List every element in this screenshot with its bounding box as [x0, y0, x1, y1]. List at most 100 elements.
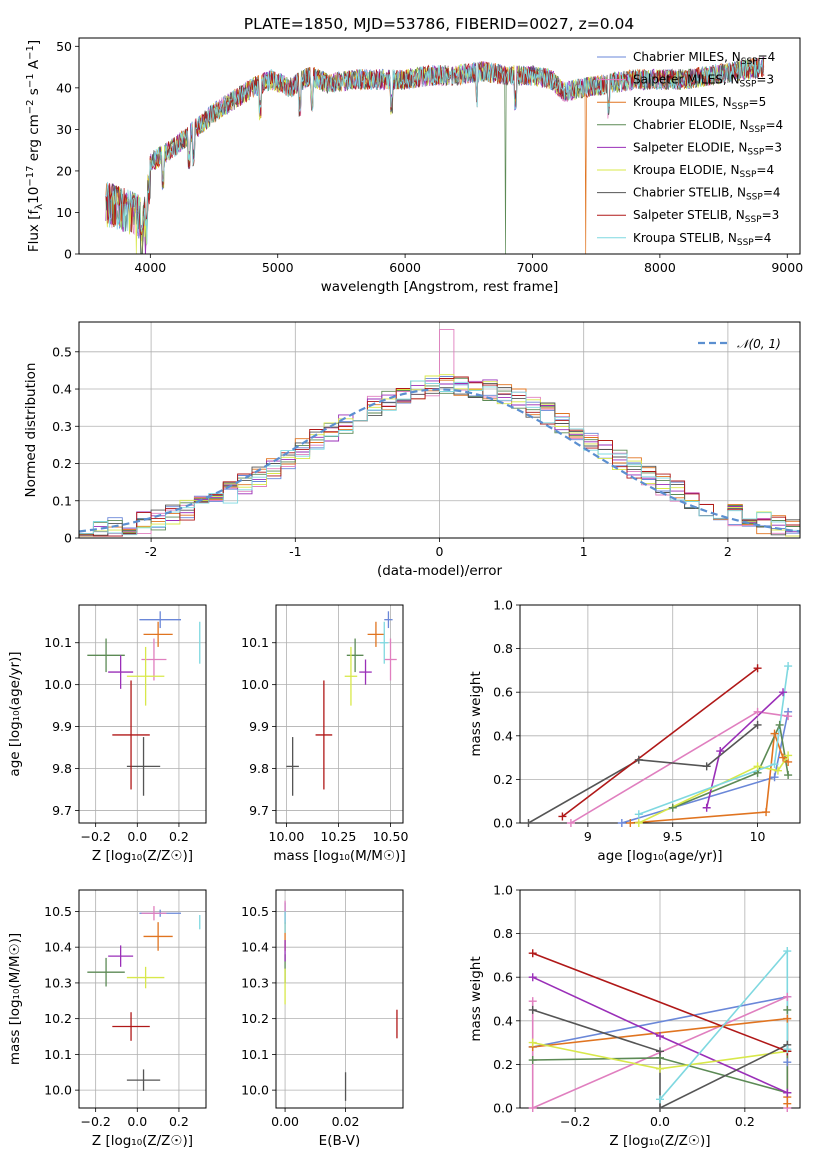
- mass_vs_Z-plot-area: [87, 906, 201, 1091]
- weight-marker-kroupa_elodie: [773, 766, 782, 775]
- weight-marker-salpeter_elodie: [528, 973, 537, 982]
- y-tick-label: 0.8: [493, 926, 513, 941]
- weight-marker-kroupa_miles: [762, 808, 771, 817]
- legend-n: =3: [756, 73, 774, 87]
- weight-marker-kroupa_elodie: [634, 819, 643, 827]
- mass_weight_vs_Z-y-label: mass weight: [468, 956, 484, 1041]
- y-tick-label: 9.9: [52, 719, 72, 734]
- mass_weight_vs_age-frame: [519, 604, 801, 824]
- weight-marker-kroupa_stelib: [783, 947, 792, 956]
- normal-curve: [79, 388, 800, 533]
- y-tick-label: 10.4: [44, 940, 72, 955]
- legend-name: Salpeter ELODIE, N: [633, 140, 747, 154]
- y-tick-label: 50: [56, 39, 72, 54]
- mass_weight_vs_age-plot-area: [528, 665, 789, 823]
- weight-marker-chabrier_elodie: [784, 771, 793, 780]
- age_vs_Z-frame: [78, 604, 207, 824]
- legend-entry: Salpeter ELODIE, NSSP=3: [633, 140, 782, 157]
- mass_vs_ebv-axes: 0.00 0.02 10.0 10.1 10.2 10.3 10.4 10.5 E(B-V): [241, 889, 404, 1149]
- weight-line-salpeter_stelib: [532, 952, 788, 1053]
- y-tick-label: 10.2: [241, 1011, 269, 1026]
- age_vs_Z-x-label: Z [log₁₀(Z/Z☉)]: [92, 848, 193, 864]
- weight-marker-kroupa_stelib: [770, 760, 779, 769]
- weight-marker-kroupa_miles: [783, 1099, 792, 1108]
- y-tick-label: 0.2: [493, 772, 513, 787]
- mass_vs_ebv-frame: [275, 889, 404, 1109]
- weight-marker-chabrier_elodie: [783, 1005, 792, 1014]
- age_vs_mass-axes: 10.00 10.25 10.50 9.7 9.8 9.9 10.0 10.1 mass [lo…: [241, 604, 408, 864]
- legend-sub: SSP: [740, 170, 757, 180]
- y-label-part: −1: [25, 45, 36, 60]
- legend-entry: Kroupa MILES, NSSP=5: [633, 95, 766, 112]
- weight-marker-salpeter_miles: [784, 712, 793, 721]
- legend-sub: SSP: [732, 102, 749, 112]
- weight-marker-chabrier_elodie: [668, 803, 677, 812]
- y-tick-label: 9.7: [249, 803, 269, 818]
- weight-marker-chabrier_miles: [770, 773, 779, 782]
- weight-marker-chabrier_stelib: [528, 1005, 537, 1014]
- weight-line-chabrier_stelib: [528, 724, 759, 823]
- y-tick-label: 0.3: [52, 419, 72, 434]
- legend-name: Chabrier ELODIE, N: [633, 118, 749, 132]
- legend-sub: SSP: [746, 193, 763, 203]
- x-tick-label: 0.2: [169, 829, 189, 844]
- weight-marker-kroupa_stelib: [784, 662, 793, 671]
- weight-marker-kroupa_elodie: [784, 751, 793, 760]
- weight-marker-salpeter_miles: [566, 819, 575, 827]
- y-tick-label: 10.1: [241, 1047, 269, 1062]
- y-tick-label: 10.1: [44, 1047, 72, 1062]
- legend-entry: Kroupa ELODIE, NSSP=4: [633, 163, 774, 180]
- weight-marker-kroupa_miles: [770, 729, 779, 738]
- y-tick-label: 0.8: [493, 641, 513, 656]
- x-tick-label: 10.00: [269, 829, 305, 844]
- weight-line-salpeter_stelib: [561, 667, 759, 818]
- x-tick-label: 9000: [771, 260, 803, 275]
- y-tick-label: 0.1: [52, 493, 72, 508]
- residuals-y-label: Normed distribution: [23, 363, 39, 498]
- spectrum-y-label: Flux [fλ10−17 erg cm−2 s−1 A−1]: [25, 40, 45, 252]
- weight-marker-salpeter_miles: [528, 1104, 537, 1112]
- legend-n: =4: [763, 186, 781, 200]
- mass_vs_ebv-x-label: E(B-V): [319, 1133, 361, 1149]
- legend-name: Kroupa MILES, N: [633, 95, 732, 109]
- legend-sub: SSP: [747, 147, 764, 157]
- residuals-plot-area: [79, 328, 800, 537]
- age_vs_mass-frame: [275, 604, 404, 824]
- legend-n: =3: [762, 208, 780, 222]
- weight-line-chabrier_elodie: [672, 722, 789, 809]
- spectrum-plot-area: [105, 56, 765, 254]
- x-tick-label: 0.0: [127, 829, 147, 844]
- y-label-part: −2: [25, 99, 36, 114]
- y-tick-label: 10.5: [241, 904, 269, 919]
- x-tick-label: 6000: [389, 260, 421, 275]
- y-tick-label: 10: [56, 205, 72, 220]
- y-tick-label: 9.8: [249, 761, 269, 776]
- weight-marker-chabrier_stelib: [634, 755, 643, 764]
- x-tick-label: 9: [584, 829, 592, 844]
- legend-name: Chabrier MILES, N: [633, 50, 741, 64]
- y-tick-label: 0.0: [493, 816, 513, 831]
- weight-marker-kroupa_elodie: [753, 762, 762, 771]
- weight-marker-salpeter_stelib: [558, 812, 567, 821]
- y-tick-label: 10.3: [241, 975, 269, 990]
- legend-n: =5: [749, 95, 767, 109]
- y-label-part: Flux [f: [26, 209, 42, 253]
- x-tick-label: 10.25: [321, 829, 357, 844]
- legend-n: =4: [765, 118, 783, 132]
- legend-sub: SSP: [737, 238, 754, 248]
- legend-name: Kroupa STELIB, N: [633, 231, 737, 245]
- weight-marker-chabrier_stelib: [656, 1047, 664, 1056]
- x-tick-label: 0.02: [332, 1114, 360, 1129]
- y-tick-label: 10.2: [44, 1011, 72, 1026]
- y-tick-label: 0.6: [493, 970, 513, 985]
- y-tick-label: 0.0: [493, 1101, 513, 1116]
- age_vs_mass-plot-area: [286, 611, 397, 796]
- y-tick-label: 10.0: [44, 677, 72, 692]
- mass_weight_vs_Z-axes: −0.2 0.0 0.2 0.0 0.2 0.4 0.6 0.8 1.0 Z [log₁₀(Z/Z…: [468, 883, 801, 1149]
- x-tick-label: −0.2: [80, 829, 110, 844]
- weight-marker-chabrier_stelib: [702, 762, 711, 771]
- age_vs_mass-x-label: mass [log₁₀(M/M☉)]: [273, 848, 405, 864]
- age_vs_Z-plot-area: [87, 611, 201, 796]
- legend-entry: Kroupa STELIB, NSSP=4: [633, 231, 771, 248]
- mass_weight_vs_age-y-label: mass weight: [468, 671, 484, 756]
